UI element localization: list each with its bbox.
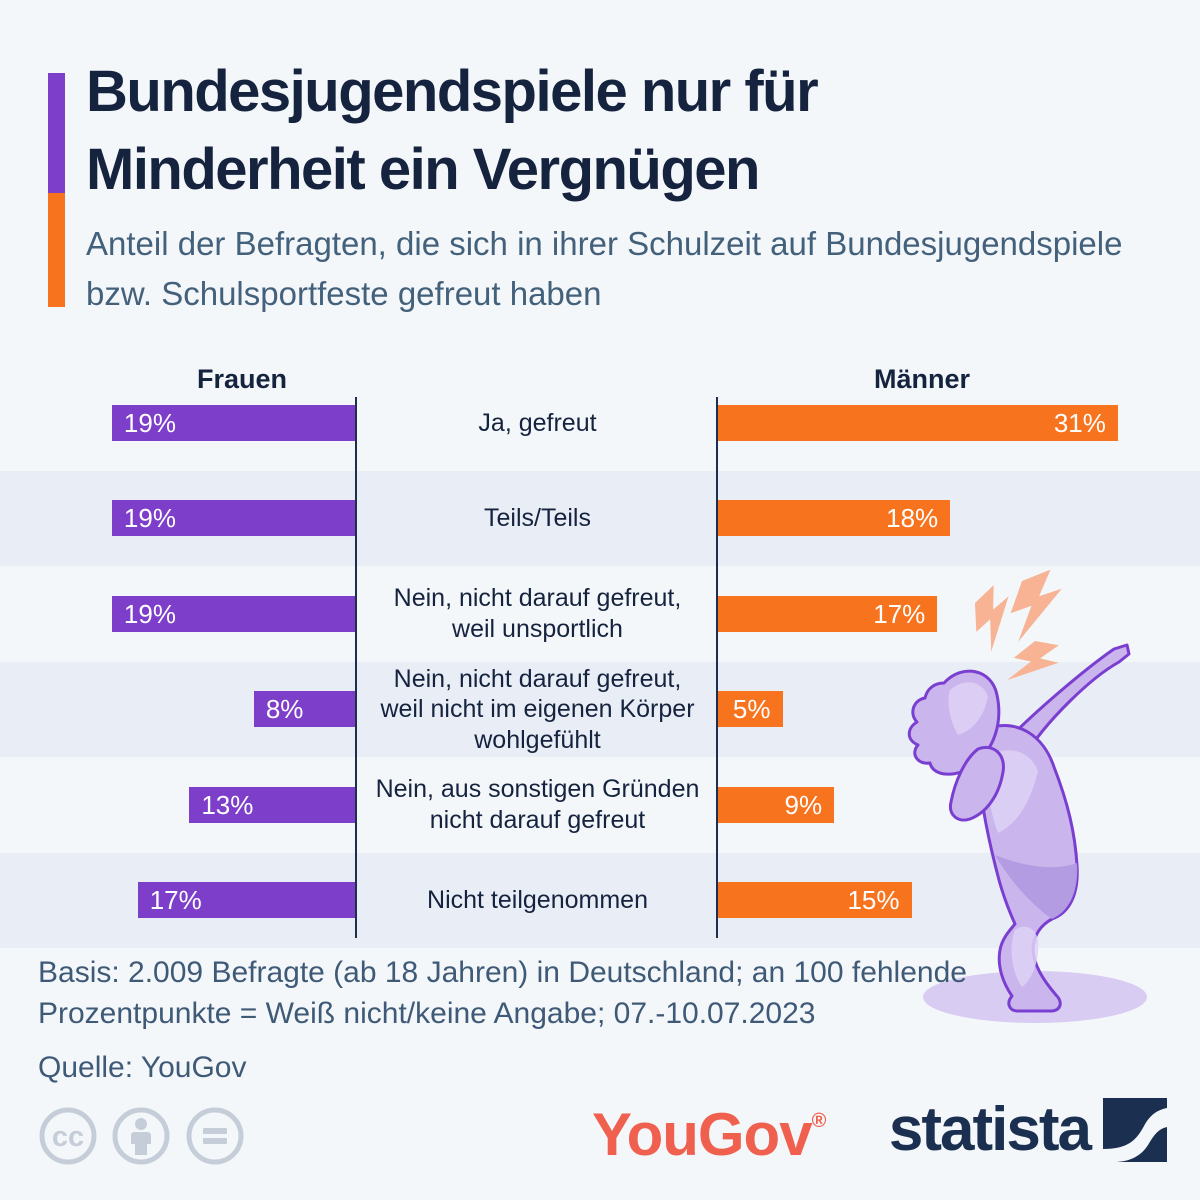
yougov-logo: YouGov® — [592, 1100, 826, 1169]
frauen-bar: 8% — [253, 691, 357, 728]
maenner-bar: 18% — [718, 500, 951, 537]
accent-orange-segment — [48, 193, 65, 307]
bar-value-label: 19% — [123, 598, 176, 629]
attribution-person-glyph — [131, 1118, 151, 1155]
attribution-person-icon — [112, 1107, 170, 1165]
chart-row: 19% Nein, nicht darauf gefreut, weil uns… — [0, 566, 1200, 662]
category-label: Nein, aus sonstigen Gründen nicht darauf… — [375, 775, 700, 834]
page-title: Bundesjugendspiele nur für Minderheit ei… — [86, 59, 819, 202]
dabbing-person-illustration — [907, 569, 1147, 1023]
bar-value-label: 5% — [732, 694, 771, 725]
registered-trademark-icon: ® — [811, 1110, 827, 1132]
bar-value-label: 9% — [784, 789, 823, 820]
category-label: Nein, nicht darauf gefreut, weil nicht i… — [380, 664, 695, 754]
figure-front-arm — [948, 746, 1005, 822]
statista-logo: statista — [889, 1098, 1167, 1162]
axis-line-maenner — [716, 397, 718, 938]
bar-value-label: 19% — [123, 503, 176, 534]
chart-row: 13% Nein, aus sonstigen Gründen nicht da… — [0, 757, 1200, 853]
footer: Basis: 2.009 Befragte (ab 18 Jahren) in … — [38, 952, 1118, 1088]
category-label: Nicht teilgenommen — [427, 886, 648, 914]
column-header-frauen: Frauen — [196, 364, 288, 394]
column-header-maenner: Männer — [873, 364, 971, 394]
frauen-bar: 13% — [189, 786, 357, 823]
frauen-bar: 19% — [111, 404, 357, 441]
category-label: Ja, gefreut — [478, 408, 597, 437]
maenner-bar: 17% — [718, 595, 938, 632]
footer-basis: Basis: 2.009 Befragte (ab 18 Jahren) in … — [38, 956, 967, 1030]
axis-line-frauen — [355, 397, 357, 938]
lightning-icon — [975, 569, 1062, 681]
frauen-bar: 19% — [111, 500, 357, 537]
title-accent-bar — [48, 73, 65, 307]
cc-icon — [39, 1107, 97, 1165]
bar-value-label: 18% — [886, 503, 939, 534]
pointing-arm — [996, 643, 1131, 762]
statista-wordmark: statista — [888, 1095, 1092, 1164]
category-label: Nein, nicht darauf gefreut, weil unsport… — [393, 584, 682, 643]
bar-value-label: 19% — [123, 407, 176, 438]
bar-value-label: 8% — [265, 694, 304, 725]
chart-row: 19% Teils/Teils 18% — [0, 470, 1200, 566]
maenner-bar: 31% — [718, 404, 1118, 441]
bar-value-label: 31% — [1053, 407, 1106, 438]
footer-source: Quelle: YouGov — [38, 1051, 247, 1084]
bar-value-label: 15% — [847, 885, 900, 916]
equals-glyph — [203, 1128, 227, 1144]
maenner-bar: 5% — [718, 691, 783, 728]
statista-logo-icon — [1103, 1098, 1167, 1162]
accent-purple-segment — [48, 73, 65, 193]
page-subtitle: Anteil der Befragten, die sich in ihrer … — [86, 225, 1123, 312]
bar-value-label: 13% — [201, 789, 254, 820]
maenner-bar: 9% — [718, 786, 835, 823]
cc-text: cc — [52, 1121, 84, 1153]
yougov-wordmark: YouGov — [592, 1101, 813, 1168]
figure-shorts — [995, 855, 1078, 919]
frauen-bar: 17% — [137, 882, 357, 919]
bar-value-label: 17% — [873, 598, 926, 629]
bar-value-label: 17% — [149, 885, 202, 916]
maenner-bar: 15% — [718, 882, 912, 919]
cc-license-icons: cc — [39, 1107, 244, 1165]
category-label: Teils/Teils — [484, 504, 591, 532]
frauen-bar: 19% — [111, 595, 357, 632]
chart-row: 19% Ja, gefreut 31% — [0, 375, 1200, 471]
equals-icon — [186, 1107, 244, 1165]
